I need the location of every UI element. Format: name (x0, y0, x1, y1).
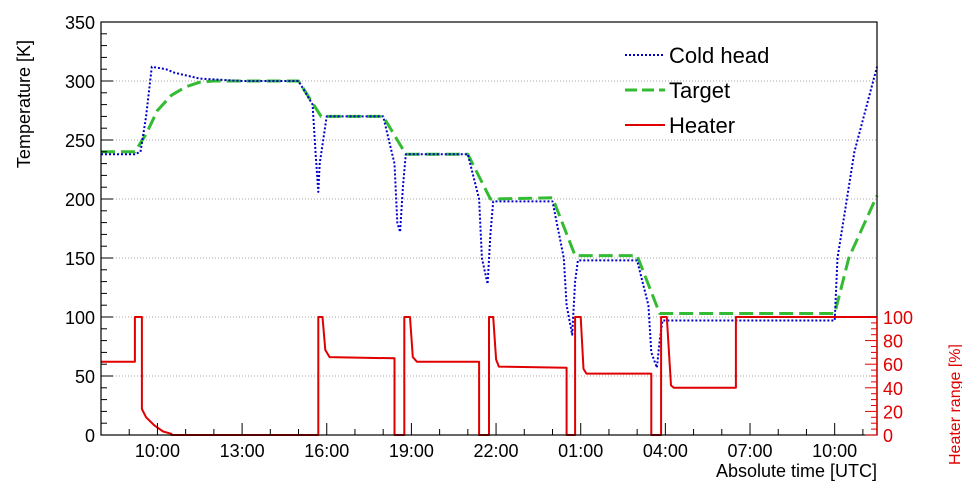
y2-tick-label: 60 (883, 355, 903, 375)
x-tick-label: 13:00 (220, 441, 265, 461)
legend-label: Heater (669, 113, 735, 138)
x-tick-label: 22:00 (474, 441, 519, 461)
legend-label: Target (669, 78, 730, 103)
x-tick-label: 04:00 (643, 441, 688, 461)
y-tick-label: 350 (65, 13, 95, 33)
legend: Cold head Target Heater (625, 43, 769, 138)
y-tick-label: 100 (65, 308, 95, 328)
y2-tick-label: 20 (883, 402, 903, 422)
x-tick-label: 16:00 (304, 441, 349, 461)
y2-tick-label: 0 (883, 426, 893, 446)
y-tick-label: 150 (65, 249, 95, 269)
y-tick-label: 50 (75, 367, 95, 387)
y-tick-label: 0 (85, 426, 95, 446)
series-cold-head (101, 65, 878, 369)
left-axis: 0 50 100 150 200 250 300 350 (65, 13, 113, 446)
right-axis: 0 20 40 60 80 100 (865, 308, 913, 446)
y-axis-title: Temperature [K] (14, 40, 34, 168)
y2-axis-title: Heater range [%] (947, 344, 962, 465)
legend-label: Cold head (669, 43, 769, 68)
x-axis-title: Absolute time [UTC] (716, 461, 877, 481)
y-tick-label: 200 (65, 190, 95, 210)
y2-tick-label: 40 (883, 379, 903, 399)
x-tick-label: 10:00 (135, 441, 180, 461)
x-tick-label: 19:00 (389, 441, 434, 461)
y-tick-label: 250 (65, 131, 95, 151)
x-tick-label: 10:00 (812, 441, 857, 461)
y2-tick-label: 80 (883, 332, 903, 352)
y2-tick-label: 100 (883, 308, 913, 328)
y-tick-label: 300 (65, 72, 95, 92)
x-tick-label: 01:00 (558, 441, 603, 461)
x-tick-label: 07:00 (727, 441, 772, 461)
plot-frame (100, 21, 878, 436)
x-axis: 10:00 13:00 16:00 19:00 22:00 01:00 04:00 07:00… (100, 423, 864, 461)
